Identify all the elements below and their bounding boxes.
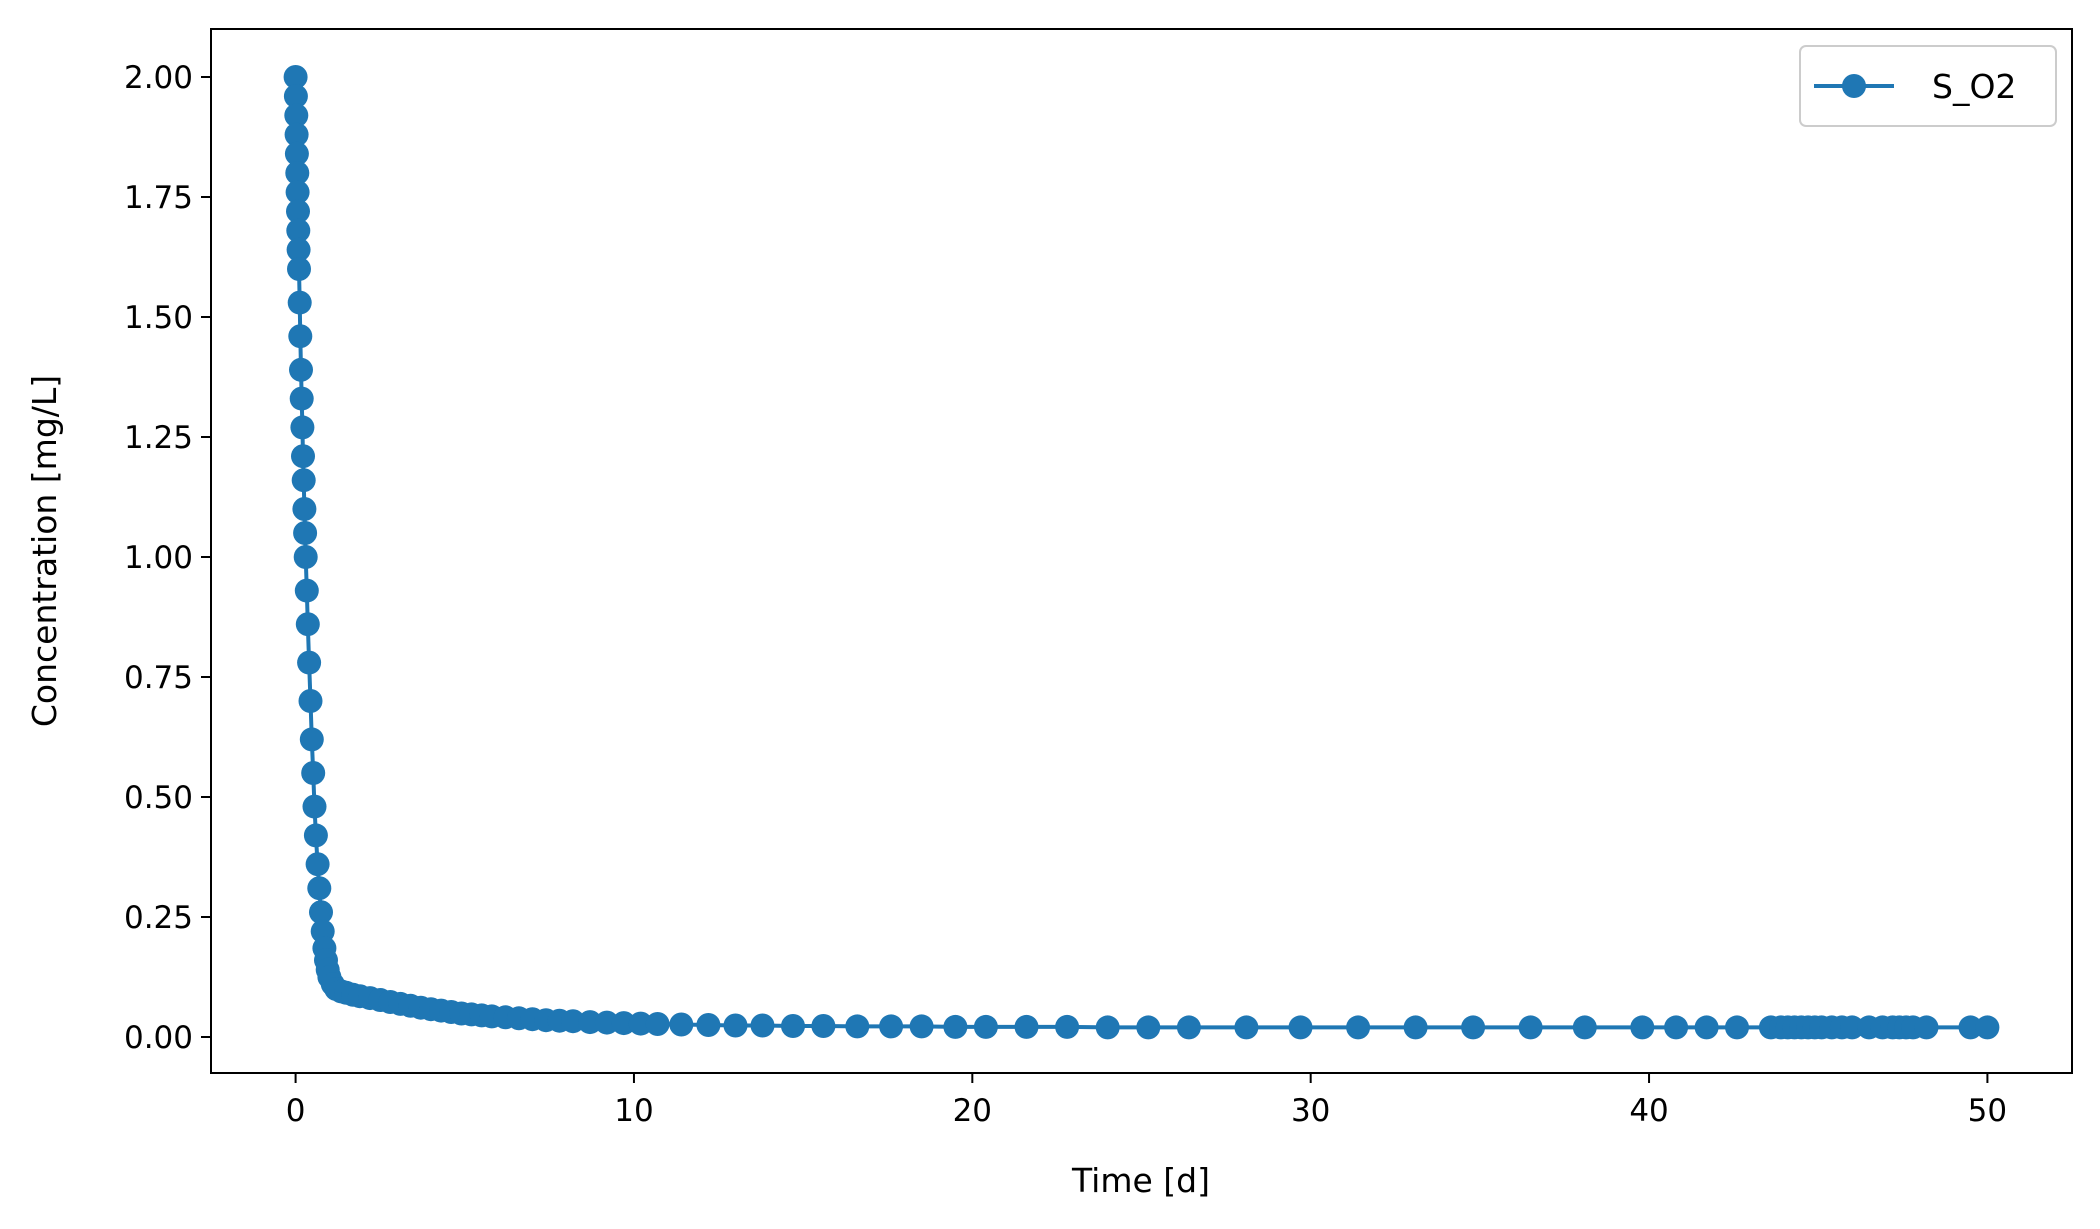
data-point [1840,1015,1865,1040]
y-tick-label: 1.50 [124,300,193,336]
data-point [305,852,330,877]
data-point [293,545,318,569]
data-point [1664,1015,1689,1040]
y-tick-label: 0.75 [124,660,193,696]
data-point [292,497,317,521]
data-point [289,357,313,382]
data-point [283,84,308,109]
data-point [750,1013,775,1038]
data-point [611,1011,636,1036]
data-point [285,161,310,185]
data-point [1346,1015,1371,1040]
data-point [973,1014,998,1039]
data-point [288,324,313,349]
data-point [291,444,315,469]
data-point [1234,1015,1259,1040]
data-point [309,900,333,925]
data-point [1694,1015,1719,1040]
data-point [669,1012,694,1037]
data-point [1136,1015,1161,1040]
data-point [1095,1015,1120,1040]
data-point [301,761,326,785]
y-tick-label: 2.00 [124,60,193,96]
data-point [578,1010,602,1035]
data-point [286,218,311,243]
data-point [286,199,310,224]
y-tick-label: 1.00 [124,540,193,576]
data-point [294,578,319,603]
data-point [943,1014,968,1039]
data-point [291,468,316,493]
data-point [284,103,309,128]
data-point [696,1013,721,1037]
x-axis: 0 10 20 30 40 50 [286,1073,2007,1129]
x-tick-label: 20 [953,1093,992,1129]
data-point [594,1010,619,1035]
data-point [1572,1015,1597,1040]
legend-entry-label: S_O2 [1932,67,2016,106]
data-point [1403,1015,1428,1040]
data-point [284,122,309,147]
legend: S_O2 [1799,45,2057,127]
legend-box [1799,45,2057,127]
data-point [909,1014,934,1039]
series-layer [283,65,2000,1040]
data-point [289,386,314,411]
data-point [285,180,310,205]
data-point [723,1013,748,1038]
data-point [1288,1015,1313,1040]
data-point [628,1011,653,1036]
data-point [1176,1015,1201,1040]
plot-frame [210,28,2073,1074]
data-point [811,1014,836,1038]
data-point [283,65,308,89]
data-point [1518,1015,1543,1040]
y-tick-label: 0.25 [124,900,193,936]
data-point [1014,1014,1039,1039]
x-tick-label: 50 [1968,1093,2007,1129]
data-point [302,794,327,819]
y-tick-label: 0.50 [124,780,193,816]
data-point [287,257,311,281]
legend-marker [1842,74,1866,98]
data-point [297,650,322,675]
data-point [645,1012,670,1036]
data-point [287,290,312,315]
data-point [879,1014,904,1039]
data-point [845,1014,870,1039]
data-point [293,521,318,545]
y-axis-label: Concentration [mg/L] [25,375,64,727]
x-tick-label: 40 [1629,1093,1668,1129]
y-axis: 0.00 0.25 0.50 0.75 1.00 1.25 1.50 1.75 2.00 [124,60,211,1056]
y-tick-label: 1.25 [124,420,193,456]
data-point [781,1014,805,1038]
data-point [303,823,328,848]
x-tick-label: 30 [1291,1093,1330,1129]
x-axis-label: Time [d] [1071,1161,1210,1200]
data-point [284,141,309,166]
data-point [1914,1015,1939,1040]
data-point [298,689,323,713]
data-point [290,415,315,440]
data-point [307,876,332,901]
data-point [1975,1015,2000,1040]
y-tick-label: 1.75 [124,180,193,216]
data-point [295,612,320,637]
data-point [1958,1015,1983,1040]
data-point [1461,1015,1486,1040]
data-point [299,727,324,752]
y-tick-label: 0.00 [124,1020,193,1056]
data-point [1725,1015,1749,1040]
data-point [561,1009,585,1034]
data-point [286,237,311,262]
x-tick-label: 10 [614,1093,653,1129]
data-point [1630,1015,1655,1040]
data-point [1055,1014,1080,1039]
x-tick-label: 0 [286,1093,306,1129]
